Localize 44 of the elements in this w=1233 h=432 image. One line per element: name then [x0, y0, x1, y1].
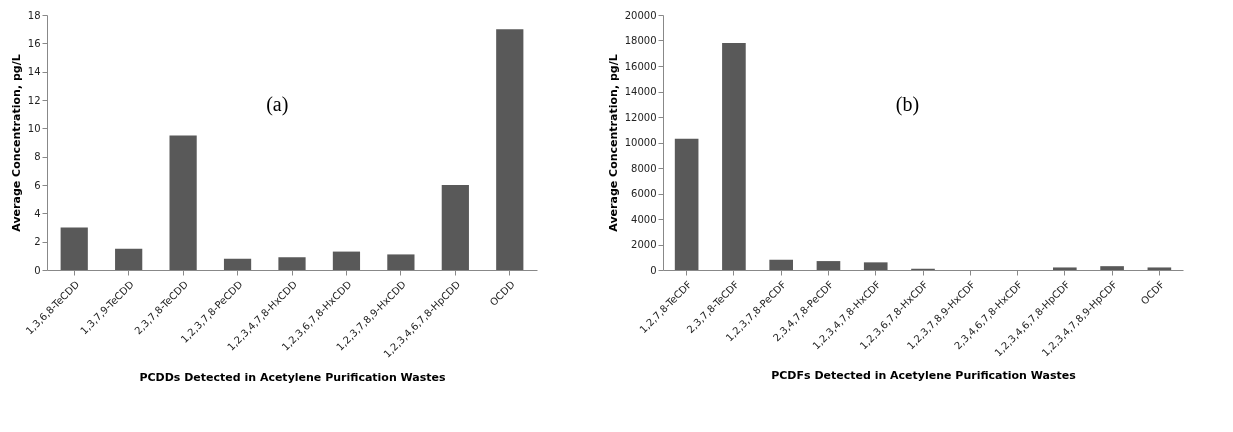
bar [441, 185, 469, 270]
y-tick-label: 16000 [624, 60, 657, 72]
y-tick-label: 2000 [631, 239, 657, 250]
bar [863, 262, 888, 270]
bar [387, 254, 415, 270]
y-tick-label: 6000 [631, 188, 657, 199]
bar [115, 248, 143, 270]
bar [816, 261, 841, 270]
bar [1147, 267, 1172, 270]
y-tick-label: 10 [27, 122, 41, 134]
y-tick-label: 2 [34, 236, 41, 248]
y-tick-label: 10000 [624, 137, 657, 148]
bar [769, 259, 793, 270]
y-tick-label: 14 [27, 66, 41, 78]
y-tick-label: 8 [34, 151, 41, 163]
annotation: (b) [895, 93, 920, 116]
bar [223, 258, 252, 270]
y-tick-label: 8000 [631, 162, 657, 174]
y-tick-label: 12000 [624, 111, 657, 123]
bar [1100, 266, 1124, 270]
bar [278, 257, 306, 270]
y-axis-title: Average Concentration, pg/L [9, 54, 23, 232]
y-tick-label: 0 [650, 264, 657, 276]
y-tick-label: 14000 [624, 86, 657, 97]
bar [1053, 267, 1077, 270]
y-tick-label: 0 [34, 264, 41, 276]
bar [496, 29, 524, 270]
y-tick-label: 20000 [624, 9, 657, 21]
y-tick-label: 4000 [631, 213, 657, 225]
annotation: (a) [266, 93, 289, 116]
y-axis-title: Average Concentration, pg/L [606, 54, 620, 232]
y-tick-label: 6 [34, 179, 41, 191]
y-tick-label: 16 [27, 37, 41, 49]
bar [332, 251, 361, 270]
bar [722, 43, 746, 270]
x-axis-title: PCDFs Detected in Acetylene Purification Wastes [771, 369, 1077, 383]
bar [169, 135, 197, 270]
y-tick-label: 12 [27, 94, 41, 106]
bar [674, 138, 699, 270]
y-tick-label: 4 [34, 207, 41, 219]
y-tick-label: 18 [27, 9, 41, 21]
bar [60, 227, 88, 270]
y-tick-label: 18000 [624, 35, 657, 46]
x-axis-title: PCDDs Detected in Acetylene Purification Wastes [139, 370, 447, 384]
